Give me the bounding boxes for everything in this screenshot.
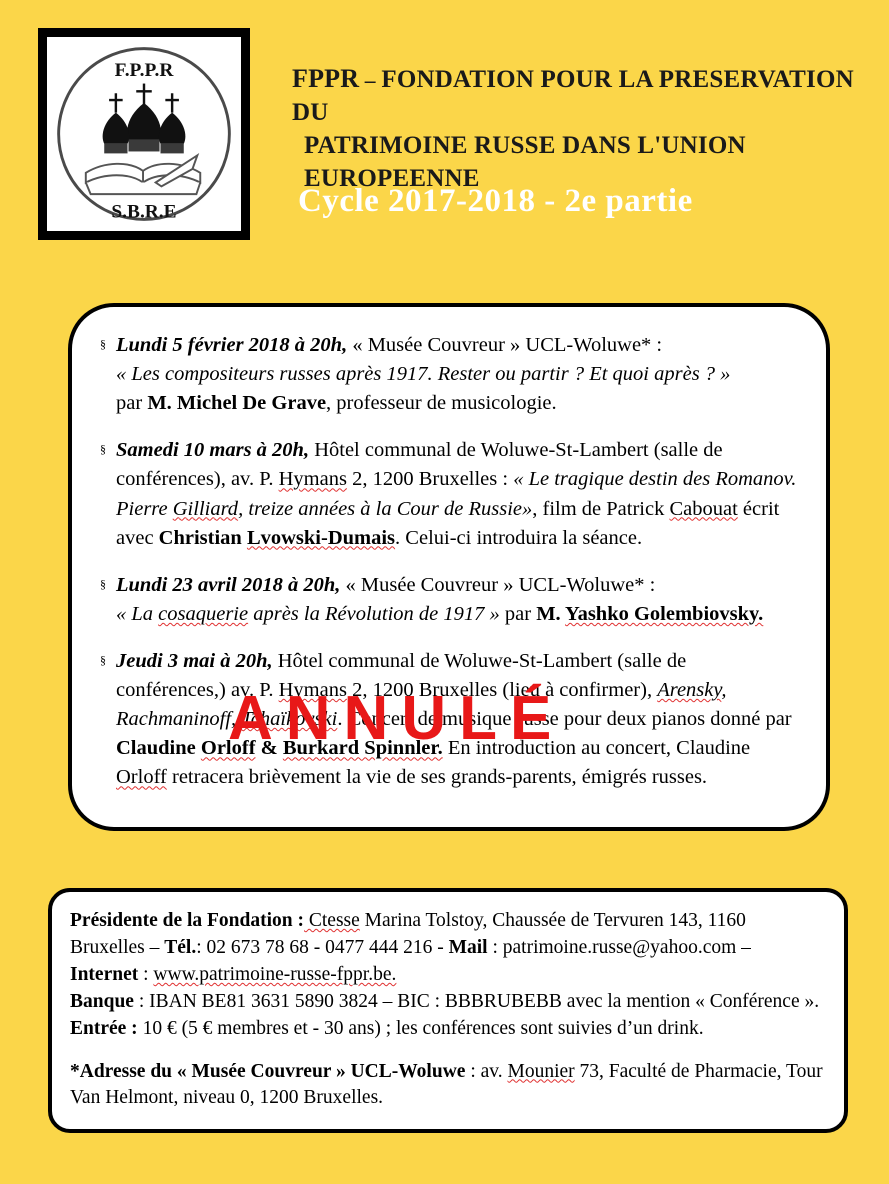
organization-dash: – xyxy=(359,68,382,92)
event-speaker-spellcheck: Lvowski-Dumais xyxy=(246,526,396,549)
event-venue: « Musée Couvreur » UCL-Woluwe* : xyxy=(340,573,656,596)
event-venue: Hôtel communal de Woluwe-St-Lambert (sal… xyxy=(116,439,723,491)
address-label: *Adresse du « Musée Couvreur » UCL-Woluw… xyxy=(70,1060,466,1082)
event-quote-open: « La xyxy=(116,602,159,625)
organization-title-text1: FONDATION POUR LA PRESERVATION DU xyxy=(292,66,854,127)
internet-label: Internet xyxy=(70,963,139,985)
contact-panel: Présidente de la Fondation : Ctesse Mari… xyxy=(48,888,848,1133)
event-venue: Hôtel communal de Woluwe-St-Lambert (sal… xyxy=(116,649,687,702)
event-venue-cont: 2, 1200 Bruxelles (lieu à confirmer), xyxy=(346,679,658,702)
logo-top-text: F.P.P.R xyxy=(115,60,175,81)
event-composer-c: Tchaïkovski xyxy=(241,708,338,731)
footer-spacer xyxy=(70,1043,824,1059)
organization-abbr: FPPR xyxy=(292,64,360,93)
mail-label: Mail xyxy=(448,936,488,958)
event-by-prefix: par xyxy=(499,602,537,625)
entry-label: Entrée : xyxy=(70,1017,138,1039)
event-text: Samedi 10 mars à 20h, Hôtel communal de … xyxy=(116,436,800,552)
event-venue-spellcheck: Hymans xyxy=(278,679,347,702)
event-date: Lundi 5 février 2018 à 20h, xyxy=(116,334,348,356)
event-bullet-icon: § xyxy=(100,576,106,591)
event-bullet-icon: § xyxy=(100,337,106,351)
cycle-title: Cycle 2017-2018 - 2e partie xyxy=(298,183,693,219)
event-item: § Samedi 10 mars à 20h, Hôtel communal d… xyxy=(90,436,800,552)
address-street-spellcheck: Mounier xyxy=(507,1060,575,1082)
event-film-spellcheck: Cabouat xyxy=(669,497,738,520)
event-venue: « Musée Couvreur » UCL-Woluwe* : xyxy=(347,334,663,356)
event-item: § Lundi 23 avril 2018 à 20h, « Musée Cou… xyxy=(90,571,800,629)
president-title-spellcheck: Ctesse xyxy=(304,910,360,931)
event-speaker: Christian xyxy=(158,526,247,549)
bank-value: : IBAN BE81 3631 5890 3824 – BIC : BBBRU… xyxy=(133,990,820,1012)
event-text: Lundi 5 février 2018 à 20h, « Musée Couv… xyxy=(116,331,800,418)
logo-inner: F.P.P.R S.B.R.E xyxy=(47,37,241,231)
event-date: Jeudi 3 mai à 20h, xyxy=(116,649,273,672)
event-quote-spellcheck: cosaquerie xyxy=(158,602,249,625)
contact-text: Présidente de la Fondation : Ctesse Mari… xyxy=(70,908,824,1112)
internet-separator: : xyxy=(138,963,154,985)
event-composer-a: Arensky xyxy=(657,679,722,702)
event-tail-spellcheck: Orloff xyxy=(116,766,167,789)
event-quote-cont: , treize années à la Cour de Russie» xyxy=(238,497,533,520)
fppr-logo: F.P.P.R S.B.R.E xyxy=(38,28,250,240)
entry-value: 10 € (5 € membres et - 30 ans) ; les con… xyxy=(137,1017,704,1039)
event-performer-a: Claudine xyxy=(116,737,201,760)
organization-title-line2: PATRIMOINE RUSSE DANS L'UNION EUROPEENNE xyxy=(292,129,872,195)
event-by-prefix: par xyxy=(116,392,148,415)
page-header: F.P.P.R S.B.R.E xyxy=(0,0,889,250)
address-separator: : av. xyxy=(465,1060,508,1082)
mail-value: : patrimoine.russe@yahoo.com – xyxy=(487,936,751,958)
organization-title: FPPR – FONDATION POUR LA PRESERVATION DU… xyxy=(292,62,872,195)
president-label: Présidente de la Fondation : xyxy=(70,910,304,931)
event-speaker-spellcheck: Yashko Golembiovsky. xyxy=(565,602,764,625)
organization-title-text2: PATRIMOINE RUSSE DANS L'UNION EUROPEENNE xyxy=(304,132,746,193)
event-date: Samedi 10 mars à 20h, xyxy=(116,439,310,462)
event-venue-cont: 2, 1200 Bruxelles : xyxy=(346,468,514,491)
bank-label: Banque xyxy=(70,990,134,1012)
address-block: *Adresse du « Musée Couvreur » UCL-Woluw… xyxy=(70,1059,824,1113)
event-quote-cont: après la Révolution de 1917 » xyxy=(248,602,500,625)
event-quote: « Les compositeurs russes après 1917. Re… xyxy=(116,363,731,386)
event-quote: « Le tragique destin des Romanov. Pierre xyxy=(116,468,797,520)
event-tail: . Celui-ci introduira la séance. xyxy=(395,526,643,549)
tel-value: : 02 673 78 68 - 0477 444 216 - xyxy=(196,936,449,958)
event-date: Lundi 23 avril 2018 à 20h, xyxy=(116,573,341,596)
event-text: Jeudi 3 mai à 20h, Hôtel communal de Wol… xyxy=(116,647,800,793)
event-text: Lundi 23 avril 2018 à 20h, « Musée Couvr… xyxy=(116,571,800,629)
event-tail-b: retracera brièvement la vie de ses grand… xyxy=(166,766,708,789)
events-panel: § Lundi 5 février 2018 à 20h, « Musée Co… xyxy=(68,303,830,831)
event-performer-b-spellcheck: Burkard Spinnler. xyxy=(282,737,443,760)
event-tail-a: En introduction au concert, Claudine xyxy=(442,737,751,760)
event-composer-b: , Rachmaninoff, xyxy=(116,679,727,731)
event-performer-amp: & xyxy=(255,737,283,760)
president-name: Marina Tolstoy, Chaussée de Tervuren 143… xyxy=(70,910,746,958)
event-film-prefix: , film de Patrick xyxy=(532,497,670,520)
event-bullet-icon: § xyxy=(100,652,106,667)
event-bullet-icon: § xyxy=(100,442,106,457)
tel-label: Tél. xyxy=(164,936,197,958)
logo-bottom-text: S.B.R.E xyxy=(111,201,176,222)
address-value: 73, Faculté de Pharmacie, Tour Van Helmo… xyxy=(70,1060,823,1109)
website-link[interactable]: www.patrimoine-russe-fppr.be. xyxy=(153,963,397,985)
event-speaker: M. xyxy=(536,602,566,625)
event-quote-spellcheck: Gilliard xyxy=(172,497,239,520)
event-venue-spellcheck: Hymans xyxy=(278,468,347,491)
event-concert: . Concert de musique russe pour deux pia… xyxy=(337,708,792,731)
event-film-mid: écrit avec xyxy=(116,497,780,549)
event-speaker: M. Michel De Grave xyxy=(147,392,327,415)
contact-main-block: Présidente de la Fondation : Ctesse Mari… xyxy=(70,908,824,1043)
event-item-cancelled: § Jeudi 3 mai à 20h, Hôtel communal de W… xyxy=(90,647,800,793)
event-by-suffix: , professeur de musicologie. xyxy=(326,392,557,415)
event-item: § Lundi 5 février 2018 à 20h, « Musée Co… xyxy=(90,331,800,418)
organization-title-line1: FPPR – FONDATION POUR LA PRESERVATION DU xyxy=(292,62,872,129)
logo-emblem-icon: F.P.P.R S.B.R.E xyxy=(57,47,231,222)
event-performer-a-spellcheck: Orloff xyxy=(200,737,256,760)
